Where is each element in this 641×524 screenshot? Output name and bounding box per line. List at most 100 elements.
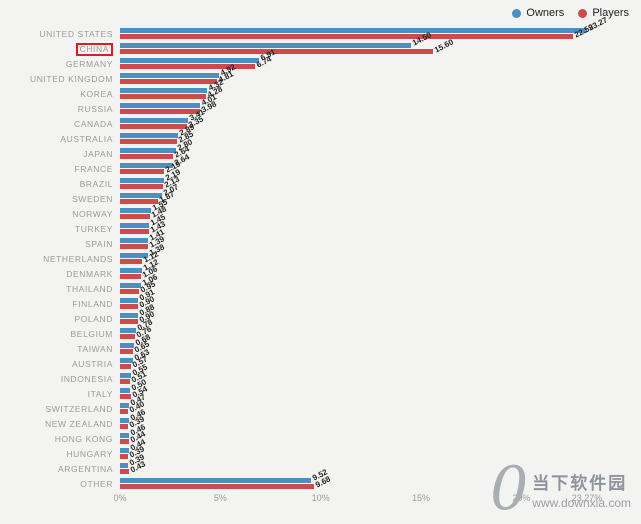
players-bar <box>120 469 129 474</box>
bar-row: NETHERLANDS 1.38 1.12 <box>0 242 641 267</box>
category-label: ARGENTINA <box>58 464 113 474</box>
players-value-label: 6.74 <box>255 54 274 70</box>
x-axis-tick: 0% <box>113 493 127 503</box>
bar-row: UNITED STATES 23.27 22.59 <box>0 15 641 42</box>
bar-group: 9.52 9.68 <box>120 467 587 492</box>
players-bar <box>120 49 434 54</box>
players-bar <box>120 109 200 114</box>
bar-group: 14.50 15.60 <box>120 30 587 57</box>
x-axis-tick: 5% <box>213 493 227 503</box>
bar-group: 2.80 2.64 <box>120 137 587 162</box>
bar-row: NORWAY 1.55 1.48 <box>0 197 641 222</box>
bar-row: THAILAND 1.06 0.95 <box>0 272 641 297</box>
category-label: DENMARK <box>66 269 113 279</box>
legend-owners-label: Owners <box>526 7 565 19</box>
legend-item-owners[interactable]: Owners <box>512 7 564 19</box>
category-label: UNITED STATES <box>39 29 113 39</box>
bar-row: TURKEY 1.45 1.43 <box>0 212 641 237</box>
bar-row: UNITED KINGDOM 4.92 4.81 <box>0 62 641 87</box>
owners-bar <box>120 223 150 228</box>
owners-bar <box>120 448 129 453</box>
category-label: UNITED KINGDOM <box>29 74 113 84</box>
watermark-site-name: 当下软件园 <box>532 473 628 493</box>
owners-bar <box>120 43 411 48</box>
bar-row: INDONESIA 0.55 0.51 <box>0 362 641 387</box>
category-label: THAILAND <box>66 284 113 294</box>
bar-group: 0.68 0.65 <box>120 332 587 357</box>
players-bar <box>120 394 131 399</box>
owners-bar <box>120 163 173 168</box>
category-label: KOREA <box>80 89 113 99</box>
x-axis-tick: 23.27% <box>571 493 603 503</box>
owners-bar <box>120 238 149 243</box>
bar-group: 3.41 3.35 <box>120 107 587 132</box>
bar-row: AUSTRALIA 2.89 2.85 <box>0 122 641 147</box>
owners-bar <box>120 343 134 348</box>
players-bar <box>120 139 178 144</box>
category-label: BRAZIL <box>79 179 113 189</box>
bar-row: OTHER 9.52 9.68 <box>0 467 641 492</box>
bar-chart: UNITED STATES 23.27 22.59 CHINA 14.50 15.60 GE… <box>0 15 641 492</box>
owners-bar <box>120 73 219 78</box>
players-bar <box>120 154 173 159</box>
legend-players-label: Players <box>592 7 629 19</box>
category-label: ITALY <box>87 389 113 399</box>
bar-group: 1.12 1.06 <box>120 257 587 282</box>
bar-group: 0.46 0.44 <box>120 422 587 447</box>
owners-bar <box>120 313 138 318</box>
category-label: CHINA <box>0 42 120 57</box>
bar-row: SWITZERLAND 0.47 0.40 <box>0 392 641 417</box>
players-bar <box>120 259 143 264</box>
watermark-url: www.downxia.com <box>532 495 631 510</box>
bar-group: 2.64 2.19 <box>120 152 587 177</box>
owners-bar <box>120 58 259 63</box>
owners-bar <box>120 403 130 408</box>
category-label: POLAND <box>74 314 113 324</box>
bar-group: 2.07 1.87 <box>120 182 587 207</box>
bar-row: DENMARK 1.12 1.06 <box>0 257 641 282</box>
x-axis-tick: 15% <box>412 493 431 503</box>
players-bar <box>120 199 158 204</box>
category-label: NEW ZEALAND <box>45 419 113 429</box>
category-label: AUSTRALIA <box>60 134 113 144</box>
bar-row: AUSTRIA 0.63 0.57 <box>0 347 641 372</box>
watermark: 0 当下软件园 www.downxia.com <box>490 454 631 524</box>
watermark-logo-icon: 0 <box>490 454 529 524</box>
bar-row: BELGIUM 0.78 0.76 <box>0 317 641 342</box>
players-bar <box>120 124 188 129</box>
category-label: GERMANY <box>65 59 113 69</box>
bar-row: RUSSIA 4.01 3.98 <box>0 92 641 117</box>
bar-row: POLAND 0.88 0.90 <box>0 302 641 327</box>
bar-row: ARGENTINA 0.39 0.43 <box>0 452 641 477</box>
bar-row: GERMANY 6.91 6.74 <box>0 47 641 72</box>
bar-group: 1.55 1.48 <box>120 197 587 222</box>
bar-row: TAIWAN 0.68 0.65 <box>0 332 641 357</box>
bar-row: CHINA 14.50 15.60 <box>0 30 641 57</box>
bar-row: HONG KONG 0.46 0.44 <box>0 422 641 447</box>
bar-group: 1.41 1.39 <box>120 227 587 252</box>
bar-row: HUNGARY 0.44 0.39 <box>0 437 641 462</box>
category-label: FRANCE <box>74 164 113 174</box>
category-label: TAIWAN <box>77 344 113 354</box>
bar-group: 23.27 22.59 <box>120 15 609 42</box>
bar-group: 0.78 0.76 <box>120 317 587 342</box>
players-bar <box>120 94 206 99</box>
category-label: FINLAND <box>72 299 113 309</box>
bar-row: ITALY 0.50 0.54 <box>0 377 641 402</box>
category-label: NETHERLANDS <box>43 254 113 264</box>
category-label: JAPAN <box>83 149 113 159</box>
category-label: HONG KONG <box>54 434 113 444</box>
bar-group: 0.88 0.90 <box>120 302 587 327</box>
bar-group: 0.55 0.51 <box>120 362 587 387</box>
players-bar <box>120 334 136 339</box>
players-bar <box>120 319 139 324</box>
category-label: NORWAY <box>72 209 113 219</box>
players-bar <box>120 229 149 234</box>
legend-item-players[interactable]: Players <box>578 7 629 19</box>
bar-row: FRANCE 2.64 2.19 <box>0 152 641 177</box>
legend: Owners Players <box>512 7 629 19</box>
category-label: HUNGARY <box>66 449 113 459</box>
players-bar <box>120 379 131 384</box>
category-label: AUSTRIA <box>71 359 113 369</box>
owners-bar <box>120 433 130 438</box>
